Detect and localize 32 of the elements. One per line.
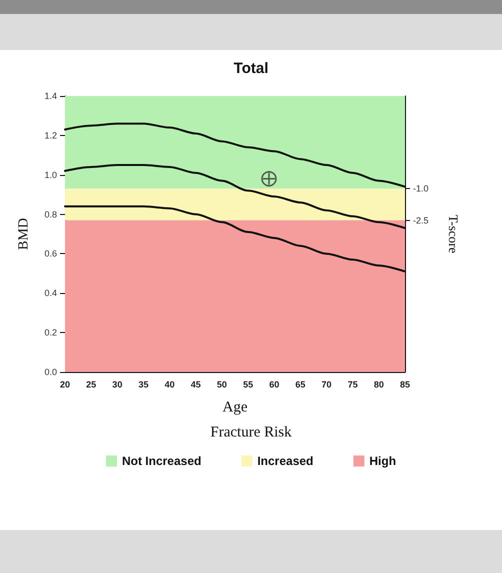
y2-tick-label: -1.0 [413, 184, 429, 194]
x-tick-label: 50 [216, 380, 227, 390]
y-tick-label: 0.2 [44, 328, 57, 338]
y-axis-title: BMD [16, 218, 32, 250]
chart-title: Total [234, 60, 268, 77]
y-tick-label: 0.8 [44, 209, 57, 220]
x-tick-label: 25 [86, 380, 96, 390]
x-axis-title: Age [222, 400, 248, 416]
y-tick-label: 1.0 [44, 170, 57, 180]
y-tick-label: 0.6 [44, 248, 57, 259]
x-tick-label: 70 [322, 380, 332, 390]
y2-axis-title: T-score [446, 214, 461, 254]
x-tick-label: 75 [348, 380, 358, 390]
y-tick-label: 1.4 [44, 91, 57, 101]
y-tick-label: 1.2 [44, 130, 57, 140]
x-tick-label: 35 [138, 380, 148, 390]
y-tick-label: 0.0 [44, 367, 57, 377]
legend-label: Increased [257, 454, 314, 468]
x-tick-label: 55 [243, 380, 254, 390]
x-tick-label: 60 [269, 380, 280, 390]
legend-label: Not Increased [122, 454, 202, 468]
legend-title: Fracture Risk [210, 424, 292, 440]
x-tick-label: 45 [190, 380, 201, 390]
x-tick-label: 85 [400, 380, 410, 390]
y-tick-label: 0.4 [44, 288, 57, 298]
x-tick-label: 20 [60, 380, 70, 390]
legend-label: High [369, 454, 396, 468]
x-tick-label: 40 [164, 380, 175, 390]
x-tick-label: 30 [112, 380, 122, 390]
x-tick-label: 80 [374, 380, 384, 390]
y2-tick-label: -2.5 [413, 215, 429, 226]
x-tick-label: 65 [295, 380, 306, 390]
